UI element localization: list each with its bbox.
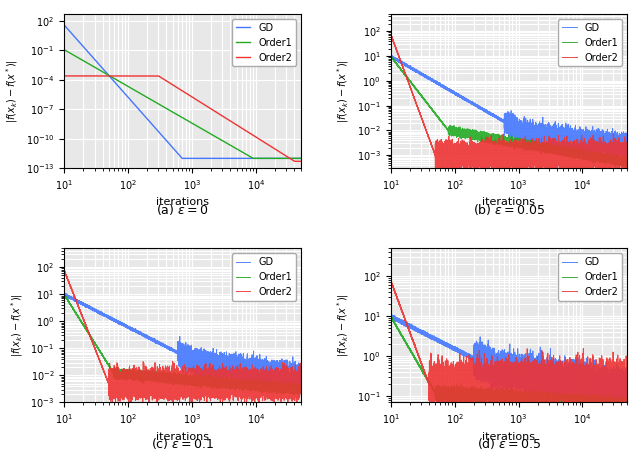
Legend: GD, Order1, Order2: GD, Order1, Order2 xyxy=(232,19,296,66)
X-axis label: iterations: iterations xyxy=(156,431,209,441)
Title: (d) $\epsilon = 0.5$: (d) $\epsilon = 0.5$ xyxy=(477,436,541,451)
Y-axis label: $|f(x_k) - f(x^*)|$: $|f(x_k) - f(x^*)|$ xyxy=(335,59,351,123)
Legend: GD, Order1, Order2: GD, Order1, Order2 xyxy=(558,253,622,301)
Legend: GD, Order1, Order2: GD, Order1, Order2 xyxy=(558,19,622,66)
Y-axis label: $|f(x_k) - f(x^*)|$: $|f(x_k) - f(x^*)|$ xyxy=(4,59,20,123)
Title: (c) $\epsilon = 0.1$: (c) $\epsilon = 0.1$ xyxy=(150,436,214,451)
Y-axis label: $|f(x_k) - f(x^*)|$: $|f(x_k) - f(x^*)|$ xyxy=(9,293,25,358)
X-axis label: iterations: iterations xyxy=(483,197,536,207)
X-axis label: iterations: iterations xyxy=(156,197,209,207)
X-axis label: iterations: iterations xyxy=(483,431,536,441)
Title: (a) $\epsilon = 0$: (a) $\epsilon = 0$ xyxy=(156,202,209,217)
Y-axis label: $|f(x_k) - f(x^*)|$: $|f(x_k) - f(x^*)|$ xyxy=(335,293,351,358)
Legend: GD, Order1, Order2: GD, Order1, Order2 xyxy=(232,253,296,301)
Title: (b) $\epsilon = 0.05$: (b) $\epsilon = 0.05$ xyxy=(472,202,545,217)
